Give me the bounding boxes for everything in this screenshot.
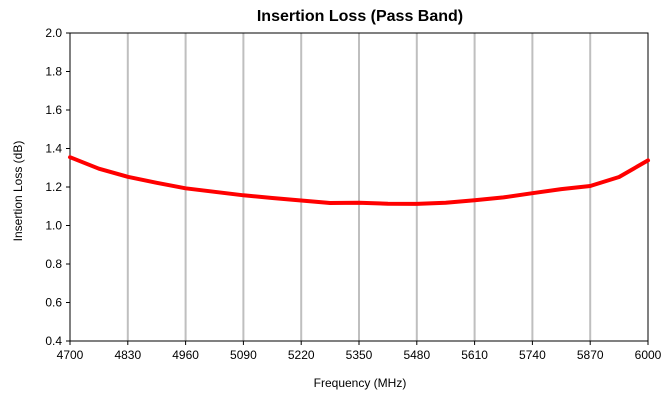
- x-tick-label: 5480: [403, 348, 430, 362]
- x-tick-label: 5740: [519, 348, 546, 362]
- y-tick-label: 1.0: [45, 219, 62, 233]
- x-tick-label: 6000: [635, 348, 662, 362]
- y-axis-label: Insertion Loss (dB): [11, 141, 25, 242]
- x-tick-label: 5220: [288, 348, 315, 362]
- x-tick-label: 5870: [577, 348, 604, 362]
- y-tick-label: 0.6: [45, 296, 62, 310]
- x-tick-label: 5610: [461, 348, 488, 362]
- insertion-loss-line: [68, 155, 650, 206]
- y-tick-label: 0.8: [45, 257, 62, 271]
- x-axis-ticks: 4700 4830 4960 5090 5220 5350 5480 5610 5740 5870…: [57, 341, 662, 362]
- y-tick-label: 0.4: [45, 334, 62, 348]
- y-tick-label: 1.8: [45, 65, 62, 79]
- y-tick-label: 2.0: [45, 26, 62, 40]
- y-tick-label: 1.2: [45, 180, 62, 194]
- data-series: [68, 155, 650, 206]
- grid-lines: [126, 33, 592, 341]
- chart-title: Insertion Loss (Pass Band): [257, 8, 463, 25]
- x-tick-label: 4830: [114, 348, 141, 362]
- x-axis-label: Frequency (MHz): [314, 376, 407, 390]
- x-tick-label: 5350: [346, 348, 373, 362]
- x-tick-label: 4700: [57, 348, 84, 362]
- x-tick-label: 5090: [230, 348, 257, 362]
- x-tick-label: 4960: [172, 348, 199, 362]
- y-tick-label: 1.4: [45, 142, 62, 156]
- y-tick-label: 1.6: [45, 103, 62, 117]
- y-axis-ticks: 0.4 0.6 0.8 1.0 1.2 1.4 1.6 1.8 2.0: [45, 26, 70, 348]
